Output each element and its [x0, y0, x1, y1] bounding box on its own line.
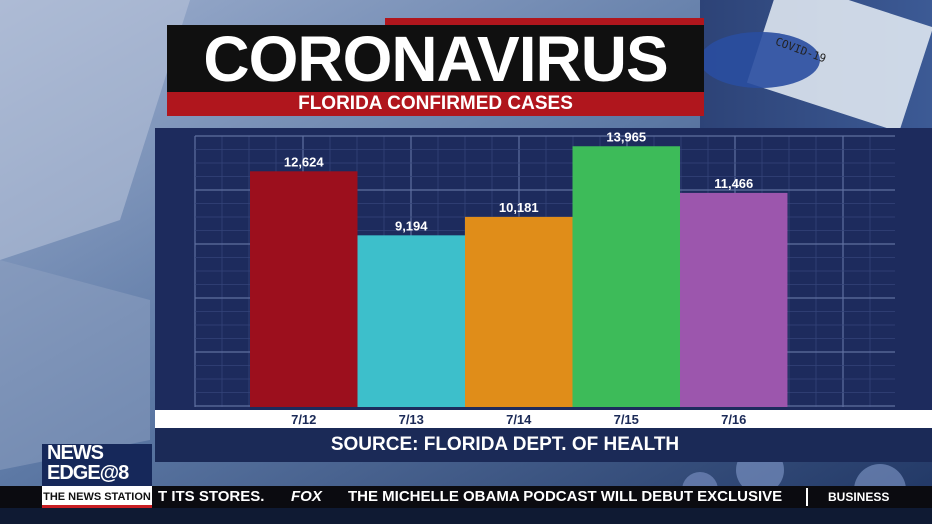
data-label: 10,181	[499, 200, 539, 215]
x-tick-label: 7/15	[614, 412, 639, 427]
ticker-section-label: BUSINESS	[828, 490, 890, 504]
source-bar	[155, 428, 932, 462]
subtitle-bar	[167, 92, 704, 116]
data-label: 11,466	[714, 176, 753, 191]
ticker-headline: THE MICHELLE OBAMA PODCAST WILL DEBUT EX…	[348, 488, 783, 505]
chart-panel: 12,624 9,194 10,181 13,965 11,466	[155, 128, 932, 410]
data-label: 9,194	[395, 218, 428, 233]
bottom-strip	[0, 508, 932, 524]
data-label: 12,624	[284, 154, 325, 169]
logo-line-news: NEWS	[47, 442, 104, 464]
title-box	[167, 25, 704, 95]
fox-logo: FOX	[291, 488, 322, 505]
x-tick-label: 7/12	[291, 412, 316, 427]
graphic-title: CORONAVIRUS	[203, 23, 668, 95]
x-tick-label: 7/13	[399, 412, 424, 427]
bar-7-16	[680, 192, 788, 407]
source-text: SOURCE: FLORIDA DEPT. OF HEALTH	[330, 434, 680, 455]
ticker-separator	[806, 488, 808, 506]
bar-chart: 12,624 9,194 10,181 13,965 11,466	[194, 129, 895, 408]
news-edge-logo	[42, 444, 152, 486]
title-accent-bar	[385, 18, 704, 25]
bar-7-15	[572, 146, 680, 408]
logo-line-edge: EDGE@8	[47, 462, 129, 484]
x-tick-label: 7/14	[506, 412, 532, 427]
bar-7-12	[250, 171, 358, 407]
graphic-subtitle: FLORIDA CONFIRMED CASES	[298, 93, 573, 114]
x-axis-strip: 7/12 7/13 7/14 7/15 7/16	[155, 410, 932, 428]
bar-7-13	[357, 235, 465, 407]
ticker-station-label: THE NEWS STATION	[42, 486, 152, 508]
news-ticker	[0, 486, 932, 508]
x-tick-label: 7/16	[721, 412, 746, 427]
bar-7-14	[465, 216, 573, 407]
data-label: 13,965	[606, 129, 646, 144]
ticker-left-text: T ITS STORES.	[158, 488, 265, 505]
x-axis-labels: 7/12 7/13 7/14 7/15 7/16	[291, 412, 746, 427]
